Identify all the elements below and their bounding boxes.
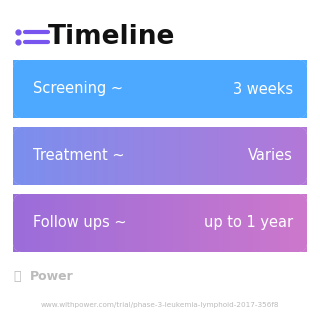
Text: Follow ups ~: Follow ups ~ bbox=[33, 215, 127, 231]
FancyBboxPatch shape bbox=[13, 127, 307, 185]
Text: Varies: Varies bbox=[248, 148, 293, 164]
FancyBboxPatch shape bbox=[13, 127, 307, 185]
Text: up to 1 year: up to 1 year bbox=[204, 215, 293, 231]
FancyBboxPatch shape bbox=[13, 194, 307, 252]
Text: Screening ~: Screening ~ bbox=[33, 81, 123, 96]
Text: ␧: ␧ bbox=[13, 270, 21, 284]
Text: www.withpower.com/trial/phase-3-leukemia-lymphoid-2017-356f8: www.withpower.com/trial/phase-3-leukemia… bbox=[41, 302, 279, 308]
Text: Treatment ~: Treatment ~ bbox=[33, 148, 124, 164]
FancyBboxPatch shape bbox=[13, 194, 307, 252]
FancyBboxPatch shape bbox=[13, 60, 307, 118]
Text: Timeline: Timeline bbox=[48, 24, 175, 50]
Text: Power: Power bbox=[30, 270, 74, 284]
FancyBboxPatch shape bbox=[13, 60, 307, 118]
Text: 3 weeks: 3 weeks bbox=[233, 81, 293, 96]
